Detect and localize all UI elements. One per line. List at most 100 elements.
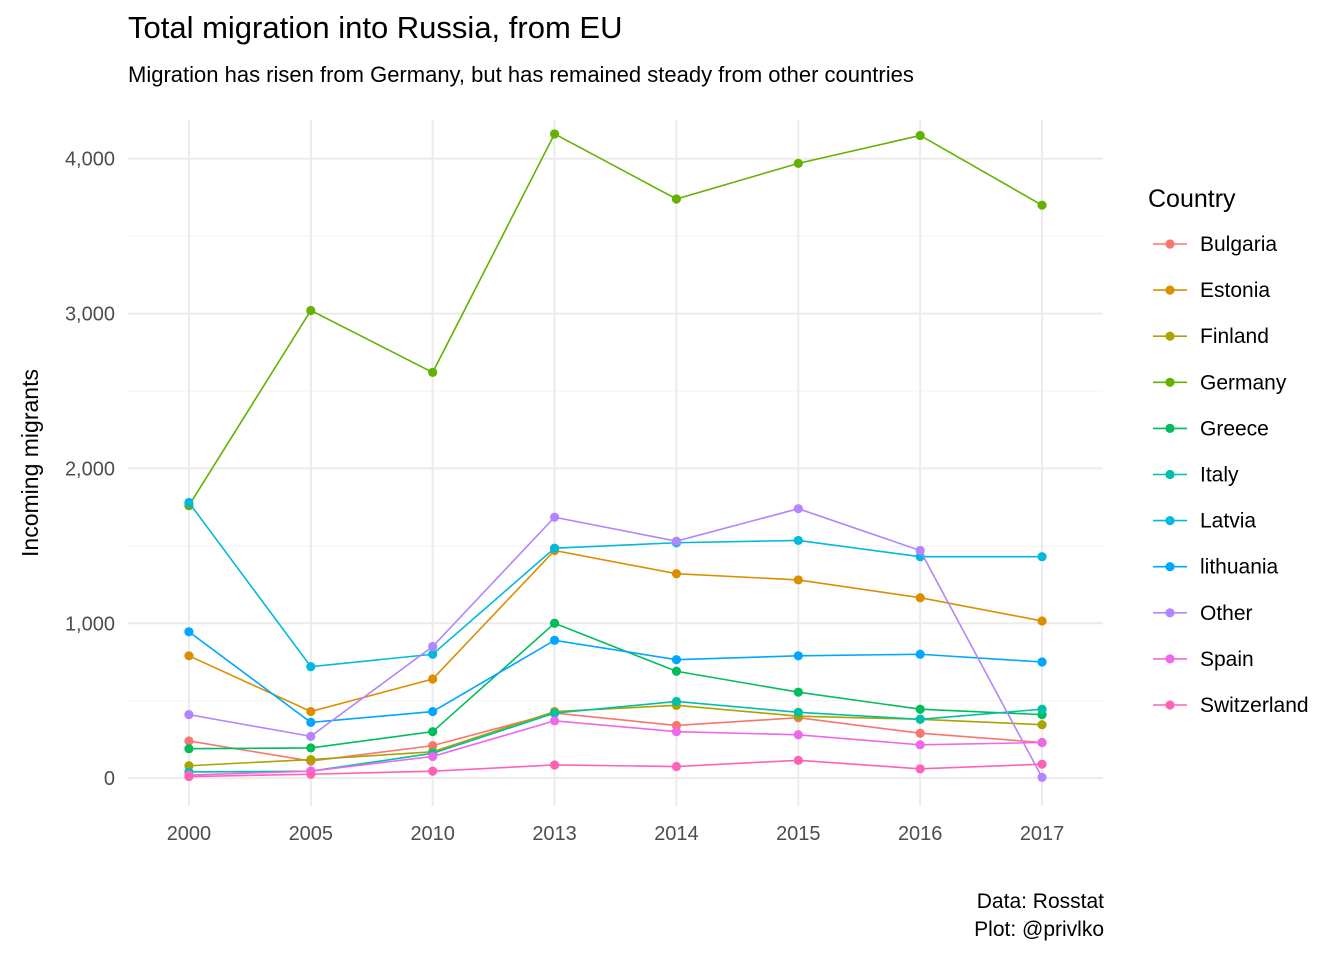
series-line-switzerland — [188, 759, 1043, 778]
data-point-spain — [793, 730, 803, 740]
legend-label: Italy — [1200, 464, 1239, 487]
legend-label: Estonia — [1200, 279, 1270, 302]
data-point-lithuania — [549, 635, 560, 645]
data-point-italy — [793, 707, 803, 717]
data-point-greece — [915, 704, 925, 714]
series-line-other — [188, 507, 1043, 778]
data-point-germany — [306, 305, 316, 316]
data-point-estonia — [306, 706, 316, 717]
data-point-lithuania — [184, 627, 194, 637]
x-tick-label: 2015 — [776, 823, 821, 845]
data-point-other — [915, 545, 925, 556]
data-point-lithuania — [915, 649, 925, 659]
legend-label: Spain — [1200, 648, 1254, 671]
data-point-lithuania — [306, 717, 316, 727]
x-tick-label: 2017 — [1020, 823, 1065, 845]
series-group — [184, 129, 1047, 782]
data-point-latvia — [306, 662, 316, 672]
series-line-germany — [188, 132, 1043, 507]
data-point-germany — [549, 129, 560, 139]
data-point-estonia — [428, 674, 438, 684]
y-axis-label: Incoming migrants — [17, 369, 43, 557]
legend-item-italy: Italy — [1153, 464, 1239, 487]
caption-data-source: Data: Rosstat — [976, 890, 1104, 913]
series-switzerland — [184, 755, 1047, 782]
data-point-switzerland — [793, 755, 803, 765]
legend-key-point — [1165, 608, 1175, 618]
legend-label: Other — [1200, 602, 1253, 625]
data-point-estonia — [793, 575, 803, 585]
data-point-italy — [1037, 704, 1047, 714]
series-line-bulgaria — [188, 712, 1043, 762]
y-tick-label: 2,000 — [65, 458, 115, 480]
data-point-spain — [1037, 737, 1047, 748]
data-point-latvia — [428, 649, 438, 659]
data-point-italy — [915, 714, 925, 724]
x-tick-label: 2014 — [654, 823, 699, 845]
data-point-italy — [671, 696, 682, 707]
data-point-germany — [671, 194, 682, 204]
legend-item-estonia: Estonia — [1153, 279, 1270, 302]
legend-label: Latvia — [1200, 510, 1256, 533]
legend-key-point — [1165, 469, 1175, 480]
data-point-germany — [1037, 200, 1047, 210]
legend-key-point — [1165, 423, 1175, 433]
data-point-switzerland — [184, 771, 194, 782]
data-point-switzerland — [306, 769, 316, 779]
data-point-finland — [1037, 720, 1047, 730]
legend-title: Country — [1148, 185, 1236, 213]
data-point-switzerland — [671, 761, 682, 772]
x-tick-label: 2010 — [410, 823, 455, 845]
data-point-latvia — [1037, 552, 1047, 562]
data-point-greece — [671, 666, 682, 676]
data-point-other — [428, 641, 438, 652]
y-axis-ticks: 0 1,000 2,000 3,000 4,000 — [65, 149, 115, 790]
legend-item-other: Other — [1153, 602, 1253, 625]
legend-label: Bulgaria — [1200, 233, 1277, 256]
data-point-lithuania — [1037, 657, 1047, 667]
data-point-spain — [671, 727, 682, 737]
data-point-lithuania — [793, 651, 803, 661]
legend-key-point — [1165, 239, 1175, 249]
x-axis-ticks: 2000 2005 2010 2013 2014 2015 2016 2017 — [167, 823, 1065, 845]
y-tick-label: 0 — [104, 768, 115, 790]
chart-title: Total migration into Russia, from EU — [128, 10, 623, 45]
legend-item-greece: Greece — [1153, 417, 1269, 440]
data-point-latvia — [184, 497, 194, 508]
legend-key-point — [1165, 377, 1175, 387]
series-germany — [184, 129, 1047, 511]
series-line-italy — [188, 700, 1043, 773]
data-point-switzerland — [549, 760, 560, 770]
legend-key-point — [1165, 700, 1175, 710]
legend-label: lithuania — [1200, 556, 1279, 579]
series-line-greece — [188, 622, 1043, 750]
series-line-spain — [188, 720, 1043, 776]
caption-plot-credit: Plot: @privlko — [974, 918, 1104, 941]
legend-item-spain: Spain — [1153, 648, 1254, 671]
grid-lines — [128, 120, 1103, 806]
data-point-spain — [915, 740, 925, 750]
data-point-latvia — [793, 535, 803, 546]
legend-key-point — [1165, 516, 1175, 526]
y-tick-label: 3,000 — [65, 304, 115, 326]
data-point-estonia — [915, 593, 925, 603]
data-point-estonia — [1037, 616, 1047, 626]
data-point-estonia — [671, 569, 682, 579]
data-point-other — [793, 504, 803, 514]
legend-label: Greece — [1200, 417, 1269, 440]
y-tick-label: 1,000 — [65, 613, 115, 635]
x-tick-label: 2005 — [289, 823, 334, 845]
data-point-bulgaria — [915, 728, 925, 738]
data-point-other — [671, 536, 682, 546]
legend-item-switzerland: Switzerland — [1153, 694, 1309, 717]
data-point-spain — [428, 751, 438, 762]
data-point-switzerland — [915, 764, 925, 774]
data-point-other — [1037, 772, 1047, 782]
data-point-other — [306, 731, 316, 741]
legend-key-point — [1165, 285, 1175, 295]
series-latvia — [184, 497, 1047, 672]
data-point-greece — [549, 618, 560, 628]
series-line-latvia — [188, 502, 1043, 668]
legend-item-germany: Germany — [1153, 371, 1287, 394]
